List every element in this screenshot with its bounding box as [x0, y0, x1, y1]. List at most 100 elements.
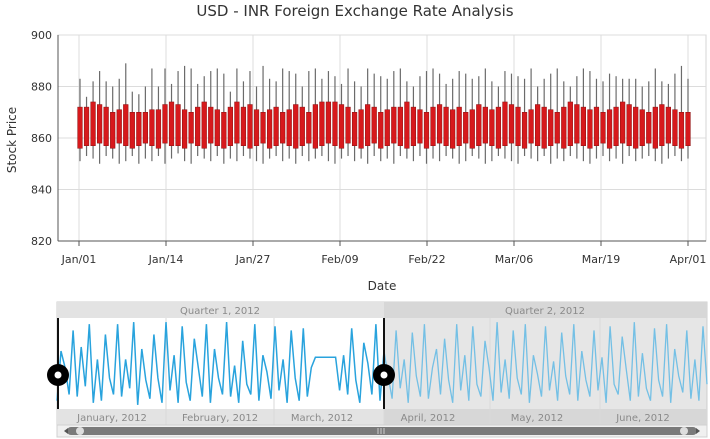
candle-body: [325, 101, 332, 144]
candle-body: [567, 101, 573, 146]
x-axis-label: Date: [368, 279, 397, 293]
scrollbar-thumb[interactable]: [67, 427, 697, 435]
candle-body: [521, 112, 528, 149]
quarter-band: [57, 302, 707, 318]
candle-body: [214, 109, 220, 146]
candle-body: [247, 104, 253, 149]
candle-body: [266, 109, 273, 149]
candle-body: [404, 101, 410, 149]
candle-body: [652, 106, 658, 149]
scroll-right-arrow-icon[interactable]: [696, 428, 700, 434]
candle-body: [280, 112, 286, 144]
candle-body: [397, 106, 403, 146]
candle-body: [528, 109, 534, 144]
candle-body: [378, 112, 384, 149]
scroll-left-arrow-icon[interactable]: [64, 428, 68, 434]
chart-title: USD - INR Foreign Exchange Rate Analysis: [196, 2, 514, 20]
candle-body: [469, 109, 475, 149]
candle-body: [593, 106, 600, 146]
candle-body: [665, 106, 671, 144]
candle-body: [580, 106, 587, 146]
thumb-dot: [380, 371, 388, 379]
candle-body: [299, 106, 305, 146]
candle-body: [136, 112, 142, 146]
candle-body: [626, 104, 632, 146]
y-tick-label: 900: [31, 29, 52, 42]
candle-body: [423, 112, 430, 149]
candle-body: [312, 104, 318, 149]
month-label: June, 2012: [615, 413, 670, 424]
y-tick-label: 840: [31, 184, 52, 197]
x-tick-label: Apr/01: [670, 253, 707, 266]
x-tick-label: Jan/27: [235, 253, 271, 266]
candle-body: [116, 109, 122, 144]
month-label: March, 2012: [291, 413, 353, 424]
y-tick-label: 880: [31, 81, 52, 94]
candle-body: [286, 109, 292, 146]
candle-body: [110, 112, 116, 149]
candle-body: [273, 106, 279, 146]
candle-body: [685, 112, 691, 146]
candle-body: [672, 109, 678, 146]
y-axis-label: Stock Price: [5, 107, 19, 173]
x-tick-label: Feb/22: [408, 253, 445, 266]
candle-body: [90, 101, 96, 146]
candle-body: [142, 112, 148, 144]
candle-body: [227, 106, 233, 146]
navigator-labels: Quarter 1, 2012 Quarter 2, 2012 January, 2…: [76, 306, 670, 424]
candle-body: [338, 104, 345, 149]
candles: [77, 63, 691, 164]
candle-body: [659, 104, 665, 146]
candle-body: [384, 109, 390, 146]
axes: 820 840 860 880 900 Jan/01 Jan/14 Jan/27 Feb/09 F…: [31, 29, 706, 266]
candle-body: [417, 109, 423, 144]
candle-body: [208, 106, 214, 144]
thumb-dot: [54, 371, 62, 379]
candle-body: [293, 104, 299, 149]
candle-body: [181, 109, 188, 149]
month-label: May, 2012: [511, 413, 563, 424]
candle-body: [436, 104, 443, 144]
candle-body: [450, 109, 456, 149]
candle-body: [482, 106, 488, 144]
candle-body: [574, 104, 580, 144]
candle-body: [319, 101, 325, 146]
candle-body: [606, 109, 613, 149]
candle-body: [463, 112, 469, 144]
unselected-shade: [384, 302, 707, 425]
candle-body: [162, 104, 168, 144]
x-tick-label: Jan/01: [61, 253, 97, 266]
candle-body: [234, 101, 240, 144]
navigator-line-unselected: [383, 322, 708, 403]
scrollbar-left-grip[interactable]: [76, 427, 84, 435]
candle-body: [365, 104, 371, 146]
candle-body: [351, 112, 358, 146]
scrollbar-right-grip[interactable]: [680, 427, 688, 435]
navigator-line-selected: [56, 322, 385, 405]
candle-body: [613, 106, 619, 146]
candle-body: [541, 106, 547, 149]
candle-body: [123, 104, 129, 146]
candle-body: [476, 104, 482, 146]
navigator-controls[interactable]: [47, 318, 708, 438]
month-label: February, 2012: [182, 413, 258, 424]
candle-body: [103, 106, 109, 146]
x-tick-label: Mar/19: [582, 253, 620, 266]
candle-body: [97, 104, 103, 144]
candle-body: [306, 112, 312, 144]
candle-body: [410, 106, 417, 146]
quarter-label: Quarter 1, 2012: [180, 306, 260, 317]
month-label: January, 2012: [76, 413, 147, 424]
candle-body: [554, 112, 560, 144]
candle-body: [358, 109, 364, 149]
candle-body: [371, 106, 377, 144]
candle-body: [515, 106, 521, 146]
candle-body: [587, 109, 593, 149]
candle-body: [600, 112, 606, 144]
candle-body: [456, 106, 462, 146]
candle-body: [260, 112, 266, 144]
candle-body: [332, 101, 338, 146]
candle-body: [149, 109, 155, 146]
candlestick-chart: 820 840 860 880 900 Jan/01 Jan/14 Jan/27 Feb/09 F…: [5, 29, 707, 293]
